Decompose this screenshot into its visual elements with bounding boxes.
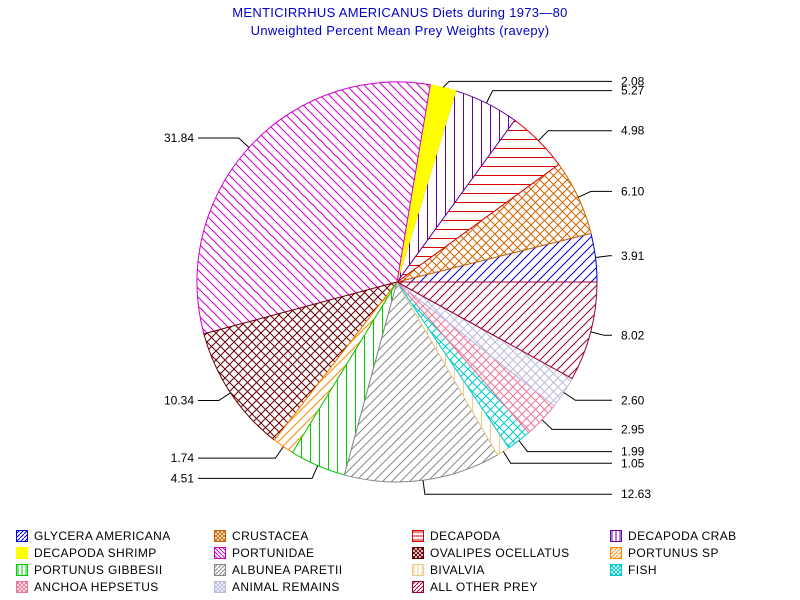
- legend-item-fish: FISH: [610, 562, 657, 578]
- leader-line-portunus-gibbesii: [198, 465, 319, 479]
- legend-item-anchoa-hepsetus: ANCHOA HEPSETUS: [16, 579, 159, 595]
- leader-line-animal-remains: [563, 392, 612, 401]
- legend-label-portunidae: PORTUNIDAE: [232, 546, 315, 560]
- leader-line-anchoa-hepsetus: [541, 419, 612, 430]
- legend-swatch-crustacea: [214, 530, 226, 542]
- value-label-decapoda-shrimp: 2.08: [621, 74, 645, 88]
- legend-swatch-fish: [610, 564, 622, 576]
- leader-line-portunidae: [198, 137, 250, 148]
- leader-line-bivalvia: [502, 451, 612, 464]
- leader-line-decapoda: [538, 130, 612, 141]
- legend-swatch-all-other-prey: [412, 581, 424, 593]
- legend-swatch-portunidae: [214, 547, 226, 559]
- legend-item-portunus-gibbesii: PORTUNUS GIBBESII: [16, 562, 163, 578]
- leader-line-portunus-sp: [198, 446, 284, 459]
- legend-item-decapoda-crab: DECAPODA CRAB: [610, 528, 737, 544]
- pie-slices: [196, 81, 598, 483]
- leader-line-all-other-prey: [590, 331, 612, 336]
- legend-label-animal-remains: ANIMAL REMAINS: [232, 580, 340, 594]
- value-label-animal-remains: 2.60: [621, 393, 645, 407]
- legend-label-ovalipes-ocellatus: OVALIPES OCELLATUS: [430, 546, 570, 560]
- value-label-albunea-paretii: 12.63: [621, 487, 651, 501]
- chart-title-block: MENTICIRRHUS AMERICANUS Diets during 197…: [0, 4, 800, 40]
- legend-item-ovalipes-ocellatus: OVALIPES OCELLATUS: [412, 545, 569, 561]
- legend-item-portunidae: PORTUNIDAE: [214, 545, 314, 561]
- value-label-anchoa-hepsetus: 2.95: [621, 422, 645, 436]
- value-label-portunidae: 31.84: [164, 131, 194, 145]
- legend-label-decapoda-crab: DECAPODA CRAB: [628, 529, 737, 543]
- legend-swatch-animal-remains: [214, 581, 226, 593]
- legend-swatch-ovalipes-ocellatus: [412, 547, 424, 559]
- legend-swatch-glycera-americana: [16, 530, 28, 542]
- leader-line-glycera-americana: [595, 255, 612, 258]
- legend-label-portunus-gibbesii: PORTUNUS GIBBESII: [34, 563, 163, 577]
- pie-value-labels: 3.91 6.10 4.98 5.272.08 31.84 10.34 1.74 4.51 12…: [164, 74, 651, 501]
- value-label-crustacea: 6.10: [621, 184, 645, 198]
- legend-item-animal-remains: ANIMAL REMAINS: [214, 579, 340, 595]
- legend-swatch-decapoda-crab: [610, 530, 622, 542]
- legend-label-portunus-sp: PORTUNUS SP: [628, 546, 719, 560]
- value-label-glycera-americana: 3.91: [621, 249, 645, 263]
- legend-item-crustacea: CRUSTACEA: [214, 528, 309, 544]
- value-label-fish: 1.99: [621, 445, 645, 459]
- value-label-ovalipes-ocellatus: 10.34: [164, 394, 194, 408]
- legend-label-bivalvia: BIVALVIA: [430, 563, 485, 577]
- legend-swatch-portunus-sp: [610, 547, 622, 559]
- value-label-decapoda: 4.98: [621, 124, 645, 138]
- value-label-all-other-prey: 8.02: [621, 328, 645, 342]
- legend-swatch-anchoa-hepsetus: [16, 581, 28, 593]
- legend-swatch-portunus-gibbesii: [16, 564, 28, 576]
- legend-item-decapoda: DECAPODA: [412, 528, 501, 544]
- legend-item-portunus-sp: PORTUNUS SP: [610, 545, 719, 561]
- leader-line-albunea-paretii: [422, 480, 612, 495]
- legend-item-decapoda-shrimp: DECAPODA SHRIMP: [16, 545, 157, 561]
- legend-label-decapoda: DECAPODA: [430, 529, 501, 543]
- chart-title: MENTICIRRHUS AMERICANUS Diets during 197…: [232, 5, 568, 20]
- pie-chart: 3.91 6.10 4.98 5.272.08 31.84 10.34 1.74 4.51 12…: [164, 74, 651, 501]
- legend-swatch-albunea-paretii: [214, 564, 226, 576]
- leader-line-crustacea: [577, 190, 612, 198]
- value-label-decapoda-crab: 5.27: [621, 84, 645, 98]
- legend-label-glycera-americana: GLYCERA AMERICANA: [34, 529, 171, 543]
- chart-subtitle: Unweighted Percent Mean Prey Weights (ra…: [250, 23, 550, 38]
- legend-item-albunea-paretii: ALBUNEA PARETII: [214, 562, 342, 578]
- leader-line-decapoda-crab: [485, 90, 612, 104]
- leader-line-fish: [518, 440, 612, 453]
- pie-leader-lines: [198, 80, 612, 495]
- legend-item-bivalvia: BIVALVIA: [412, 562, 485, 578]
- legend-label-albunea-paretii: ALBUNEA PARETII: [232, 563, 343, 577]
- legend-label-decapoda-shrimp: DECAPODA SHRIMP: [34, 546, 157, 560]
- legend-label-fish: FISH: [628, 563, 657, 577]
- leader-line-decapoda-shrimp: [442, 80, 612, 88]
- value-label-portunus-sp: 1.74: [171, 451, 195, 465]
- leader-line-ovalipes-ocellatus: [198, 392, 231, 401]
- value-label-bivalvia: 1.05: [621, 456, 645, 470]
- legend-label-anchoa-hepsetus: ANCHOA HEPSETUS: [34, 580, 159, 594]
- value-label-portunus-gibbesii: 4.51: [171, 471, 195, 485]
- pie-slice-all-other-prey: [396, 281, 598, 380]
- legend-label-all-other-prey: ALL OTHER PREY: [430, 580, 538, 594]
- legend-label-crustacea: CRUSTACEA: [232, 529, 309, 543]
- legend-swatch-decapoda-shrimp: [16, 547, 28, 559]
- legend-swatch-decapoda: [412, 530, 424, 542]
- legend-item-all-other-prey: ALL OTHER PREY: [412, 579, 538, 595]
- legend-item-glycera-americana: GLYCERA AMERICANA: [16, 528, 171, 544]
- legend-swatch-bivalvia: [412, 564, 424, 576]
